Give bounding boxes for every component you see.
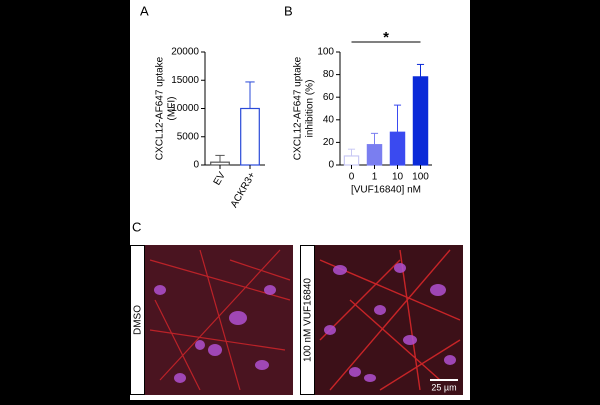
x-tick-label: 100: [412, 172, 429, 183]
y-tick-label: 0: [193, 160, 199, 171]
y-tick-label: 100: [317, 47, 334, 58]
y-tick-label: 0: [328, 160, 334, 171]
y-axis-label: inhibition (%): [305, 80, 316, 138]
y-tick-label: 5000: [177, 131, 200, 142]
bar: [389, 131, 406, 166]
y-tick-label: 20000: [171, 47, 199, 58]
significance-label: *: [383, 29, 389, 46]
y-tick-label: 15000: [171, 75, 199, 86]
y-tick-label: 20: [323, 137, 335, 148]
y-axis-label: CXCL12-AF647 uptake: [155, 56, 166, 160]
y-tick-label: 10000: [171, 103, 199, 114]
x-tick-label: 10: [392, 172, 404, 183]
bar: [240, 107, 260, 166]
scale-bar-label: 25 µm: [431, 382, 456, 392]
x-axis-label: [VUF16840] nM: [351, 185, 421, 196]
y-axis-label: CXCL12-AF647 uptake: [293, 56, 304, 160]
condition-label: 100 nM VUF16840: [303, 278, 314, 362]
row-label-box: [300, 245, 315, 395]
y-tick-label: 80: [323, 69, 335, 80]
bar: [366, 144, 383, 166]
x-tick-label: 1: [372, 172, 378, 183]
bar: [210, 161, 230, 166]
y-axis-label: (MFI): [167, 97, 178, 121]
condition-label: DMSO: [133, 305, 144, 335]
bar: [343, 155, 360, 166]
panel-label: C: [132, 219, 141, 234]
row-label-box: [130, 245, 145, 395]
panel-label: B: [284, 3, 293, 18]
y-tick-label: 60: [323, 92, 335, 103]
bar: [412, 76, 429, 166]
x-tick-label: 0: [349, 172, 355, 183]
micrograph: [145, 245, 293, 395]
panel-label: A: [140, 3, 149, 18]
y-tick-label: 40: [323, 114, 335, 125]
micrograph: [315, 245, 463, 395]
